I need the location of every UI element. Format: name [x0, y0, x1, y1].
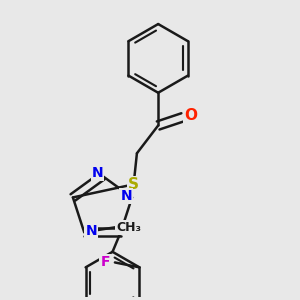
- Text: S: S: [128, 177, 139, 192]
- Text: O: O: [184, 108, 197, 123]
- Text: F: F: [100, 255, 110, 269]
- Text: N: N: [92, 166, 103, 180]
- Text: CH₃: CH₃: [116, 221, 142, 234]
- Text: N: N: [120, 189, 132, 203]
- Text: N: N: [85, 224, 97, 238]
